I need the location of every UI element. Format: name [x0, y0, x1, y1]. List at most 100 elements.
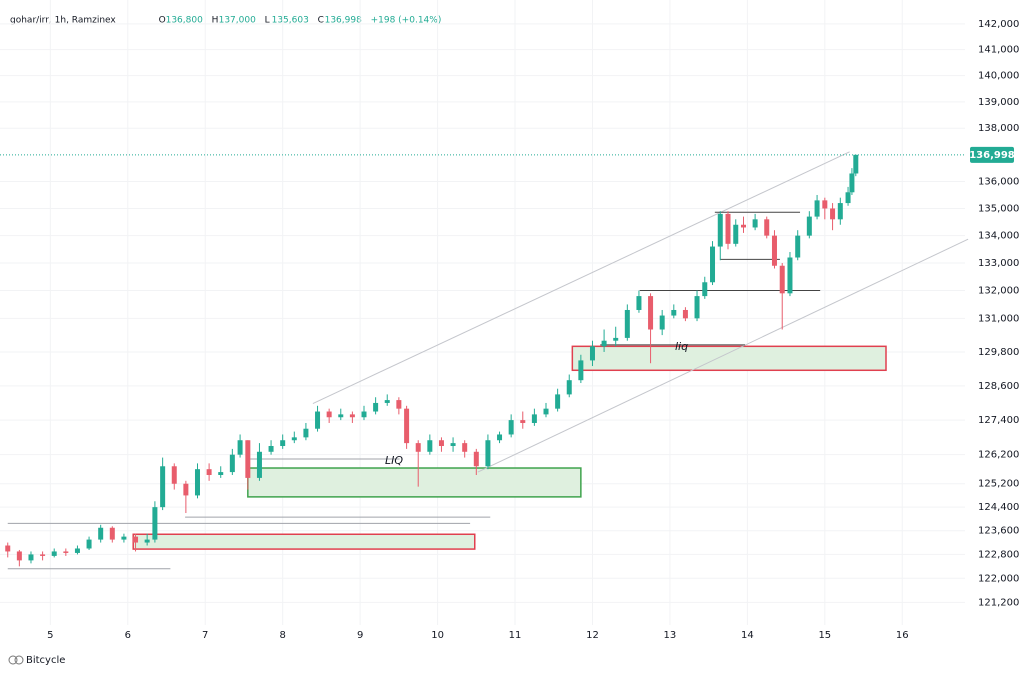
body — [733, 224, 739, 244]
symbol: gohar/irr, 1h, Ramzinex — [10, 16, 116, 26]
body — [853, 154, 859, 174]
y-tick-label: 122,000 — [978, 573, 1019, 584]
candle — [160, 457, 166, 511]
candle — [779, 262, 785, 330]
body — [144, 539, 150, 543]
candle — [830, 203, 836, 231]
candle — [578, 354, 584, 384]
y-tick-label: 127,400 — [978, 415, 1019, 426]
body — [450, 443, 456, 447]
candle — [531, 408, 537, 426]
y-tick-label: 139,000 — [978, 97, 1019, 108]
y-tick-label: 135,000 — [978, 203, 1019, 214]
candle — [206, 463, 212, 481]
candle — [51, 548, 57, 558]
candle — [183, 480, 189, 514]
body — [63, 551, 69, 553]
body — [415, 443, 421, 452]
candle — [349, 411, 355, 423]
candle — [121, 533, 127, 543]
body — [5, 545, 11, 552]
candle — [194, 463, 200, 499]
body — [133, 536, 139, 543]
candle — [237, 434, 243, 458]
candle — [40, 551, 46, 561]
zone — [247, 467, 582, 498]
candle — [438, 437, 444, 452]
y-tick-label: 125,200 — [978, 479, 1019, 490]
body — [806, 216, 812, 236]
candle — [795, 230, 801, 261]
body — [624, 309, 630, 338]
candle — [144, 533, 150, 546]
body — [160, 466, 166, 508]
body — [218, 472, 224, 475]
candle — [63, 548, 69, 556]
candle — [462, 440, 468, 458]
body — [520, 420, 526, 423]
candle — [853, 154, 859, 177]
candle — [497, 431, 503, 444]
ohlc-key: H — [212, 16, 219, 26]
ohlc-key: O — [159, 16, 166, 26]
candle — [485, 434, 491, 470]
body — [764, 219, 770, 236]
candle — [648, 293, 654, 364]
candle — [771, 230, 777, 269]
body — [256, 451, 262, 478]
candle — [133, 533, 139, 552]
body — [427, 440, 433, 452]
body — [795, 235, 801, 258]
candle — [291, 431, 297, 444]
annotation: liq — [675, 340, 688, 353]
candle — [671, 304, 677, 319]
candle — [845, 186, 851, 206]
candle — [717, 211, 723, 261]
candle — [822, 197, 828, 220]
y-tick-label: 121,200 — [978, 597, 1019, 608]
candle — [450, 437, 456, 452]
x-tick-label: 7 — [202, 630, 208, 641]
body — [566, 380, 572, 395]
candle — [109, 526, 115, 543]
body — [578, 360, 584, 381]
candle — [520, 411, 526, 429]
y-tick-label: 132,000 — [978, 286, 1019, 297]
x-tick-label: 11 — [509, 630, 522, 641]
body — [822, 200, 828, 209]
drawn-line — [312, 151, 850, 404]
x-tick-label: 14 — [741, 630, 754, 641]
x-tick-label: 12 — [586, 630, 599, 641]
body — [837, 203, 843, 220]
brand-logo — [8, 655, 24, 665]
body — [725, 213, 731, 244]
body — [740, 224, 746, 228]
candle — [837, 197, 843, 225]
body — [671, 309, 677, 316]
ohlc-value: 136,998 — [325, 16, 362, 26]
body — [74, 548, 80, 553]
body — [268, 446, 274, 452]
body — [485, 440, 491, 467]
body — [361, 411, 367, 418]
candle — [555, 388, 561, 412]
body — [508, 420, 514, 435]
x-tick-label: 6 — [125, 630, 131, 641]
drawn-line — [477, 238, 969, 473]
last-price-box — [970, 146, 1014, 163]
candle — [694, 290, 700, 322]
candle — [152, 501, 158, 543]
body — [229, 454, 235, 473]
body — [326, 411, 332, 418]
body — [682, 309, 688, 319]
ohlc-value: 137,000 — [219, 16, 256, 26]
x-tick-label: 16 — [896, 630, 909, 641]
candle — [752, 213, 758, 231]
body — [543, 408, 549, 415]
body — [473, 451, 479, 467]
candle — [245, 440, 251, 490]
body — [171, 466, 177, 484]
candle — [702, 276, 708, 299]
body — [303, 428, 309, 438]
candle — [218, 466, 224, 478]
